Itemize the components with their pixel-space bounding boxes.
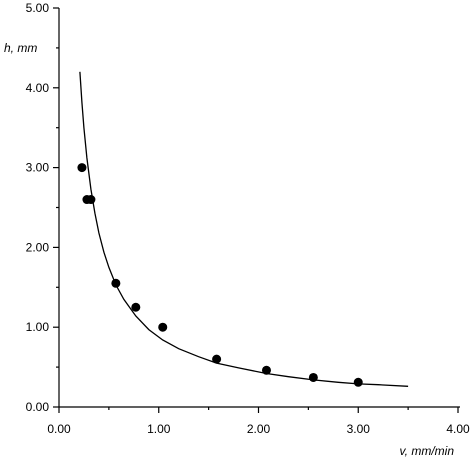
y-tick-label: 0.00 [26,400,50,414]
data-point [308,372,318,382]
y-tick-label: 1.00 [26,320,50,334]
data-point [111,278,121,288]
data-point [353,377,363,387]
data-point [77,163,87,173]
y-tick-label: 5.00 [26,1,50,15]
x-tick-label: 4.00 [446,422,470,436]
x-axis-title: v, mm/min [400,444,455,458]
x-tick-label: 3.00 [347,422,371,436]
data-point [261,365,271,375]
x-tick-label: 2.00 [247,422,271,436]
x-tick-label: 0.00 [47,422,71,436]
x-tick-label: 1.00 [147,422,171,436]
y-axis-title: h, mm [4,41,37,55]
fit-curve [79,71,409,387]
tick-labels: 0.00 1.00 2.00 3.00 4.00 0.00 1.00 2.00 3.00 4.00… [26,1,470,436]
data-points [77,163,363,387]
ticks [53,7,459,413]
axes [58,8,460,408]
data-point [212,354,222,364]
data-point [86,195,96,205]
data-point [131,302,141,312]
data-point [158,322,168,332]
y-tick-label: 4.00 [26,81,50,95]
y-tick-label: 2.00 [26,240,50,254]
y-tick-label: 3.00 [26,161,50,175]
